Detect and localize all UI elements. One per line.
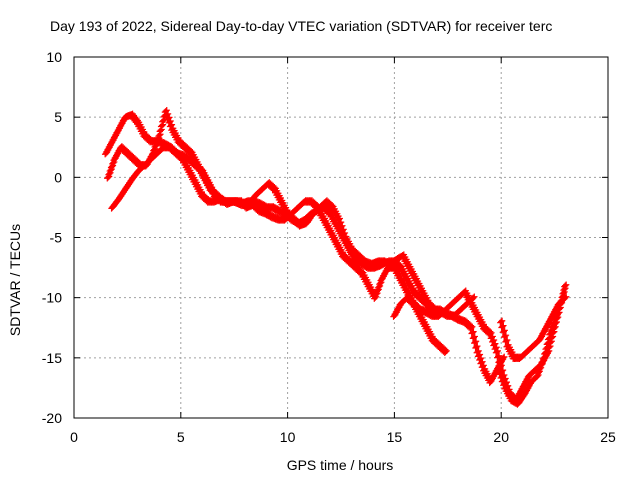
y-tick-label: -15 [42, 350, 62, 366]
data-layer [101, 106, 570, 408]
data-point [562, 294, 569, 301]
data-point [501, 353, 508, 361]
data-point [468, 323, 476, 330]
data-point [442, 348, 449, 356]
data-point [562, 281, 570, 288]
data-point [500, 322, 507, 329]
data-point [495, 352, 503, 359]
y-tick-label: -5 [50, 230, 63, 246]
y-tick-label: 0 [54, 169, 62, 185]
data-point [469, 329, 476, 336]
data-point [495, 353, 502, 360]
data-point [562, 293, 570, 300]
data-point [468, 324, 475, 331]
data-point [472, 338, 480, 345]
x-tick-label: 25 [600, 429, 616, 445]
data-point [497, 357, 504, 364]
y-tick-label: -20 [42, 410, 62, 426]
data-point [498, 317, 506, 324]
data-point [554, 311, 561, 318]
x-axis-label: GPS time / hours [286, 457, 394, 473]
y-tick-label: 10 [46, 49, 62, 65]
data-point [493, 348, 501, 356]
series-track-6 [494, 311, 561, 408]
data-point [496, 358, 503, 365]
data-point [470, 328, 477, 335]
chart-title: Day 193 of 2022, Sidereal Day-to-day VTE… [50, 18, 553, 34]
axis-layer: 0 5 10 15 20 25 -20 -15 -10 -5 0 5 10 [42, 49, 616, 445]
data-point [500, 328, 507, 335]
data-point [504, 336, 511, 344]
data-point [473, 343, 480, 351]
series-track-5 [497, 293, 570, 362]
data-point [443, 347, 450, 355]
data-point [471, 338, 479, 346]
x-tick-label: 0 [70, 429, 78, 445]
data-point [470, 334, 478, 341]
series-track-4 [390, 281, 570, 405]
y-tick-label: 5 [54, 109, 62, 125]
x-tick-label: 20 [493, 429, 509, 445]
data-point [502, 332, 510, 339]
y-tick-label: -10 [42, 290, 62, 306]
x-tick-label: 10 [280, 429, 296, 445]
x-tick-label: 5 [177, 429, 185, 445]
series-track-3 [108, 143, 508, 387]
data-point [562, 282, 569, 289]
data-point [499, 323, 506, 330]
data-point [494, 347, 502, 355]
data-point [498, 362, 505, 369]
data-point [471, 333, 478, 340]
data-point [471, 293, 478, 300]
data-point [553, 312, 560, 319]
x-tick-label: 15 [387, 429, 403, 445]
data-point [474, 342, 481, 350]
data-point [498, 318, 505, 325]
data-point [501, 332, 509, 340]
data-point [503, 337, 510, 345]
data-point [501, 327, 508, 334]
